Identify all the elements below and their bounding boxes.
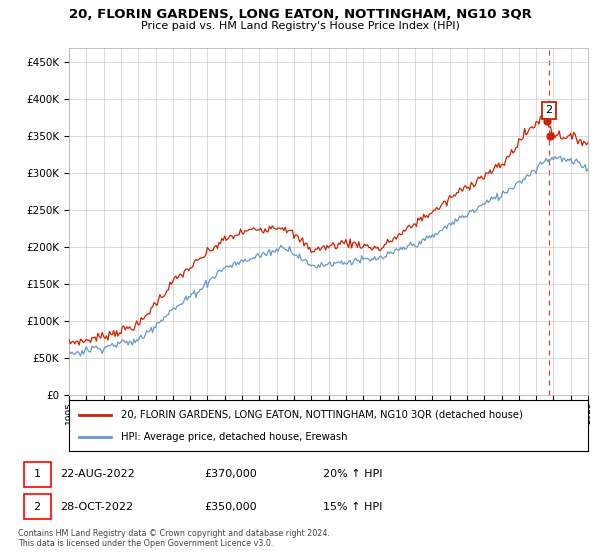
Text: £350,000: £350,000: [204, 502, 257, 512]
Text: 2: 2: [545, 105, 553, 115]
Text: 2: 2: [34, 502, 41, 512]
Text: 28-OCT-2022: 28-OCT-2022: [60, 502, 133, 512]
Text: Price paid vs. HM Land Registry's House Price Index (HPI): Price paid vs. HM Land Registry's House …: [140, 21, 460, 31]
Text: This data is licensed under the Open Government Licence v3.0.: This data is licensed under the Open Gov…: [18, 539, 274, 548]
Text: 20, FLORIN GARDENS, LONG EATON, NOTTINGHAM, NG10 3QR: 20, FLORIN GARDENS, LONG EATON, NOTTINGH…: [68, 8, 532, 21]
Text: 15% ↑ HPI: 15% ↑ HPI: [323, 502, 382, 512]
Text: 20, FLORIN GARDENS, LONG EATON, NOTTINGHAM, NG10 3QR (detached house): 20, FLORIN GARDENS, LONG EATON, NOTTINGH…: [121, 409, 523, 419]
FancyBboxPatch shape: [23, 494, 51, 519]
Text: 22-AUG-2022: 22-AUG-2022: [60, 469, 135, 479]
Text: 20% ↑ HPI: 20% ↑ HPI: [323, 469, 382, 479]
Text: HPI: Average price, detached house, Erewash: HPI: Average price, detached house, Erew…: [121, 432, 347, 442]
Text: 1: 1: [34, 469, 41, 479]
Text: Contains HM Land Registry data © Crown copyright and database right 2024.: Contains HM Land Registry data © Crown c…: [18, 529, 330, 538]
FancyBboxPatch shape: [23, 462, 51, 487]
Text: £370,000: £370,000: [204, 469, 257, 479]
